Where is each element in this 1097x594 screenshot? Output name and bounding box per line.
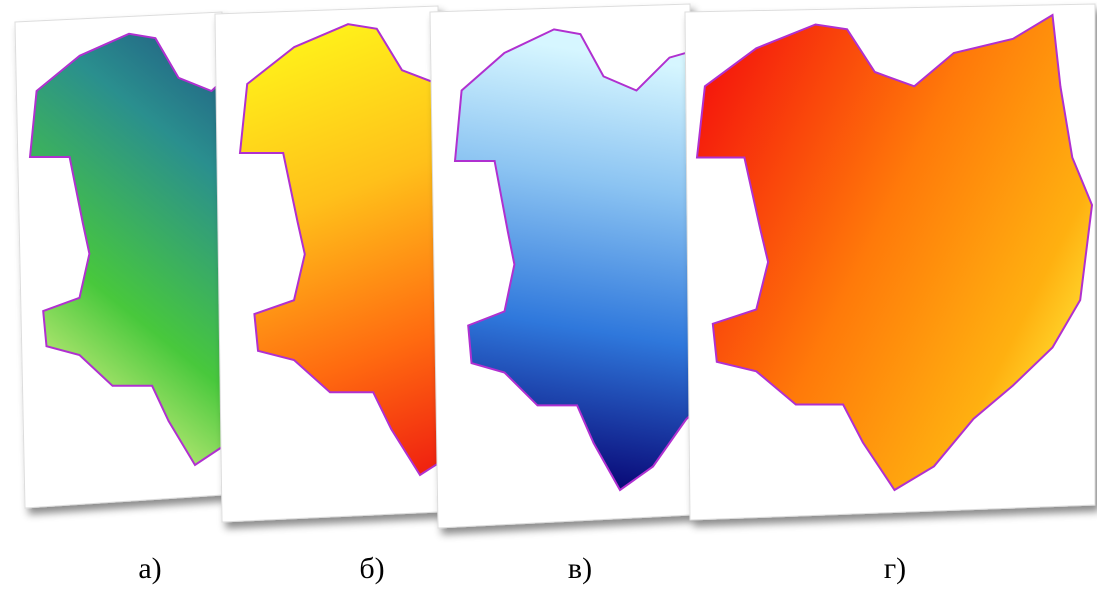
panel-label: а) xyxy=(138,552,161,585)
panel-label: г) xyxy=(884,552,906,585)
panel-label: в) xyxy=(568,552,592,585)
figure: а) б) в) г) xyxy=(0,0,1097,594)
map-panel xyxy=(685,4,1095,520)
panel-label: б) xyxy=(359,552,384,585)
panels xyxy=(15,4,1095,528)
